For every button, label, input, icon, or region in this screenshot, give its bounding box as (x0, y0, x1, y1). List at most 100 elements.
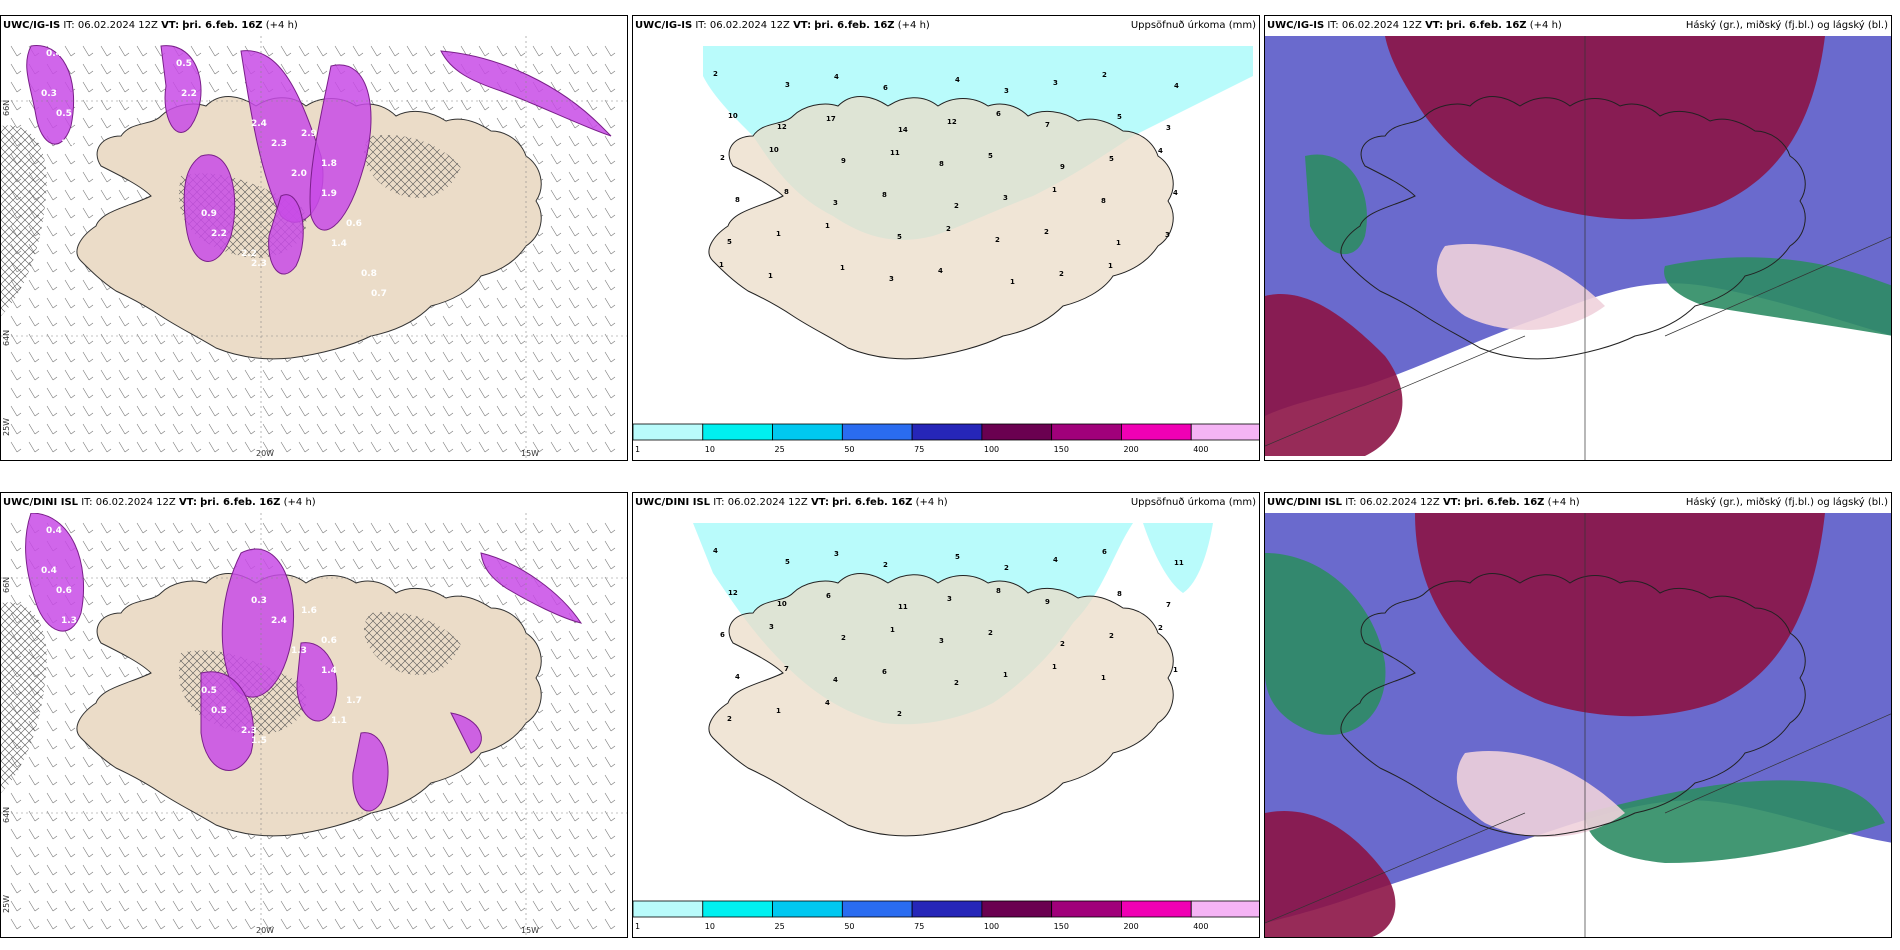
precip-amount-label: 1 (840, 264, 845, 272)
map-panel-ig-wind: UWC/IG-IS IT: 06.02.2024 12Z VT: þri. 6.… (0, 15, 628, 461)
colorbar-swatch (981, 900, 1053, 918)
vt-value: þri. 6.feb. 16Z (182, 20, 263, 31)
precip-amount-label: 2 (713, 70, 718, 78)
panel-run-info: UWC/IG-IS IT: 06.02.2024 12Z VT: þri. 6.… (635, 16, 930, 36)
panel-header: UWC/IG-IS IT: 06.02.2024 12Z VT: þri. 6.… (633, 16, 1259, 36)
panel-product-title: Háský (gr.), miðský (fj.bl.) og lágský (… (1685, 497, 1888, 508)
precip-amount-label: 2 (1059, 270, 1064, 278)
panel-run-info: UWC/DINI ISL IT: 06.02.2024 12Z VT: þri.… (3, 493, 316, 513)
colorbar-tick: 400 (1193, 445, 1208, 454)
precip-amount-label: 3 (785, 81, 790, 89)
colorbar-tick: 150 (1054, 922, 1069, 931)
precip-amount-label: 3 (889, 275, 894, 283)
colorbar-tick: 50 (844, 922, 854, 931)
precip-isoline-label: 1.6 (301, 606, 317, 616)
precip-amount-label: 4 (938, 267, 943, 275)
precip-isoline-label: 0.9 (201, 209, 217, 219)
colorbar-swatch (981, 423, 1053, 441)
precip-amount-label: 1 (1052, 663, 1057, 671)
cloud-layer-region (1415, 513, 1825, 717)
precip-isoline-label: 2.4 (251, 119, 267, 129)
panel-product-title: Uppsöfnuð úrkoma (mm) (1130, 497, 1256, 508)
hatch-region (1, 125, 47, 317)
colorbar-tick: 25 (775, 445, 785, 454)
colorbar-tick: 400 (1193, 922, 1208, 931)
precip-contour-region (240, 50, 324, 223)
lead-time: (+4 h) (1529, 20, 1562, 31)
precip-amount-label: 2 (883, 561, 888, 569)
precip-contour-region (221, 548, 295, 698)
panel-run-info: UWC/IG-IS IT: 06.02.2024 12Z VT: þri. 6.… (3, 16, 298, 36)
precip-amount-label: 11 (1174, 559, 1184, 567)
precip-amount-label: 7 (1045, 121, 1050, 129)
precip-amount-label: 9 (841, 157, 846, 165)
precip-isoline-label: 0.4 (176, 536, 192, 546)
hatch-region (363, 612, 461, 675)
precip-isoline-label: 2.3 (241, 726, 257, 736)
colorbar-swatch (841, 900, 913, 918)
colorbar-tick: 1 (635, 445, 640, 454)
cloud-layer-region (1585, 780, 1885, 863)
precip-amount-label: 7 (784, 665, 789, 673)
map-panel-ig-precip: UWC/IG-IS IT: 06.02.2024 12Z VT: þri. 6.… (632, 15, 1260, 461)
lead-time: (+4 h) (897, 20, 930, 31)
precip-amount-label: 5 (988, 152, 993, 160)
colorbar-tick: 10 (705, 445, 715, 454)
precip-amount-label: 2 (897, 710, 902, 718)
it-label: IT: (713, 497, 725, 508)
precip-amount-label: 7 (1166, 601, 1171, 609)
precip-amount-label: 12 (728, 589, 738, 597)
map-panel-dini-wind: UWC/DINI ISL IT: 06.02.2024 12Z VT: þri.… (0, 492, 628, 938)
vt-value: þri. 6.feb. 16Z (814, 20, 895, 31)
colorbar-swatch (1121, 900, 1192, 918)
precip-amount-label: 10 (769, 146, 779, 154)
precip-contour-region (183, 154, 236, 262)
domain-boundary (1265, 36, 1891, 460)
precip-amount-label: 3 (834, 550, 839, 558)
precip-amount-label: 17 (826, 115, 836, 123)
precip-amount-label: 8 (996, 587, 1001, 595)
colorbar-tick: 150 (1054, 445, 1069, 454)
precip-amount-label: 4 (825, 699, 830, 707)
it-label: IT: (1327, 20, 1339, 31)
precip-amount-label: 6 (826, 592, 831, 600)
precip-amount-label: 2 (1158, 624, 1163, 632)
precip-isoline-label: 1.8 (321, 159, 337, 169)
precip-isoline-label: 0.4 (46, 526, 62, 536)
precip-contour-region (450, 712, 482, 754)
precip-amount-label: 9 (1060, 163, 1065, 171)
vt-value: þri. 6.feb. 16Z (1446, 20, 1527, 31)
cloud-layer-region (1385, 36, 1825, 220)
precip-amount-label: 8 (882, 191, 887, 199)
map-panel-ig-cloud: UWC/IG-IS IT: 06.02.2024 12Z VT: þri. 6.… (1264, 15, 1892, 461)
hatch-region (363, 135, 461, 198)
precip-isoline-label: 1.7 (346, 696, 362, 706)
colorbar-swatch (702, 423, 773, 441)
map-canvas: 0.4 0.3 0.5 1.0 2.2 0.5 2.4 2.3 2.9 2.0 1.8 1.9 0.9 2… (1, 36, 627, 460)
precip-amount-label: 1 (776, 230, 781, 238)
precip-amount-label: 4 (735, 673, 740, 681)
colorbar-swatch (1051, 900, 1122, 918)
it-value: 06.02.2024 12Z (95, 497, 176, 508)
precip-amount-label: 4 (1053, 556, 1058, 564)
colorbar-swatch (1051, 423, 1122, 441)
precip-contour-region (352, 732, 389, 812)
cloud-layer-region (1265, 553, 1386, 735)
precip-contour-region (200, 671, 255, 771)
lead-time: (+4 h) (265, 20, 298, 31)
it-value: 06.02.2024 12Z (1341, 20, 1422, 31)
precip-amount-label: 3 (833, 199, 838, 207)
precip-isoline-label: 1.4 (321, 666, 337, 676)
precip-amount-label: 12 (777, 123, 787, 131)
it-label: IT: (81, 497, 93, 508)
precip-amount-label: 2 (720, 154, 725, 162)
precip-amount-label: 5 (897, 233, 902, 241)
precip-isoline-label: 2.3 (251, 259, 267, 269)
iceland-coastline (1340, 96, 1806, 360)
precip-isoline-label: 1.3 (61, 616, 77, 626)
precip-contour-region (440, 50, 612, 137)
precip-isoline-label: 2.2 (241, 249, 257, 259)
model-name: UWC/IG-IS (1267, 20, 1325, 31)
vt-value: þri. 6.feb. 16Z (1464, 497, 1545, 508)
